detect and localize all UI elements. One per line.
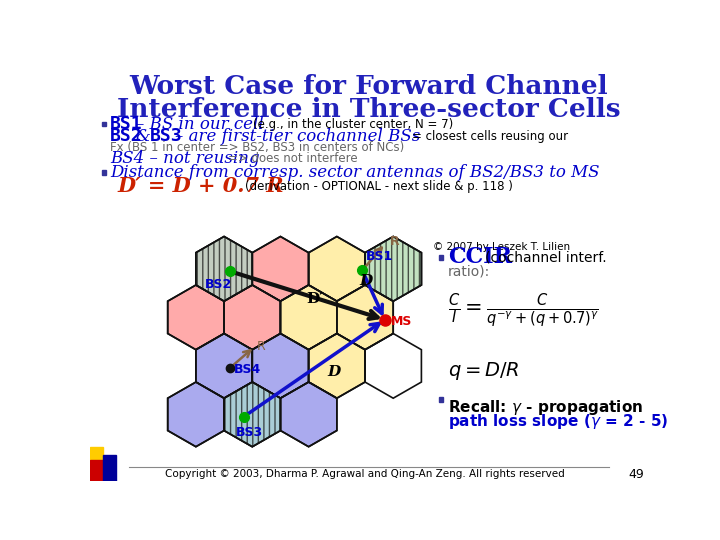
Text: &: &	[136, 128, 156, 145]
Polygon shape	[168, 382, 224, 447]
Polygon shape	[224, 382, 281, 447]
Polygon shape	[224, 382, 281, 447]
Text: BS1: BS1	[110, 115, 143, 133]
Text: BS3: BS3	[150, 127, 182, 145]
Polygon shape	[196, 334, 252, 398]
Polygon shape	[168, 285, 224, 350]
Text: $q = D/R$: $q = D/R$	[448, 360, 519, 382]
Bar	[438, 255, 444, 260]
Text: BS4: BS4	[233, 363, 261, 376]
Text: D′ = D + 0.7 R: D′ = D + 0.7 R	[118, 177, 284, 197]
Text: BS2: BS2	[204, 278, 232, 291]
Text: MS: MS	[391, 315, 413, 328]
Text: BS2: BS2	[110, 127, 143, 145]
Text: D: D	[359, 274, 372, 288]
Text: – are first-tier cochannel BSs: – are first-tier cochannel BSs	[175, 128, 420, 145]
Bar	[90, 460, 103, 481]
Text: (derivation - OPTIONAL - next slide & p. 118 ): (derivation - OPTIONAL - next slide & p.…	[245, 180, 513, 193]
Text: Copyright © 2003, Dharma P. Agrawal and Qing-An Zeng. All rights reserved: Copyright © 2003, Dharma P. Agrawal and …	[166, 469, 565, 480]
Text: – BS in our cell: – BS in our cell	[136, 116, 264, 133]
Bar	[102, 122, 107, 126]
Polygon shape	[196, 237, 252, 301]
Polygon shape	[281, 285, 337, 350]
Text: 49: 49	[629, 468, 644, 481]
Text: path loss slope ($\gamma$ = 2 - 5): path loss slope ($\gamma$ = 2 - 5)	[448, 412, 668, 431]
Polygon shape	[337, 285, 393, 350]
Polygon shape	[252, 334, 309, 398]
Text: © 2007 by Leszek T. Lilien: © 2007 by Leszek T. Lilien	[433, 241, 570, 252]
Bar	[103, 455, 117, 481]
Text: R: R	[390, 235, 400, 248]
Text: Recall: $\gamma$ - propagation: Recall: $\gamma$ - propagation	[448, 398, 643, 417]
Polygon shape	[309, 237, 365, 301]
Text: (e.g., in the cluster center, N = 7): (e.g., in the cluster center, N = 7)	[253, 118, 453, 131]
Text: CCIR: CCIR	[448, 246, 512, 268]
Polygon shape	[365, 237, 421, 301]
Text: BS4 – not reusing: BS4 – not reusing	[110, 150, 260, 167]
Text: ratio):: ratio):	[448, 264, 490, 278]
Text: R: R	[257, 340, 266, 353]
Text: = closest cells reusing our: = closest cells reusing our	[412, 130, 568, 143]
Polygon shape	[365, 237, 421, 301]
Polygon shape	[252, 237, 309, 301]
Polygon shape	[281, 382, 337, 447]
Text: BS1: BS1	[366, 250, 393, 263]
Text: D′: D′	[306, 292, 323, 306]
Bar	[90, 448, 103, 460]
Text: Interference in Three-sector Cells: Interference in Three-sector Cells	[117, 97, 621, 122]
Text: Fx (BS 1 in center => BS2, BS3 in centers of NCs): Fx (BS 1 in center => BS2, BS3 in center…	[110, 141, 405, 154]
Text: => does not interfere: => does not interfere	[228, 152, 358, 165]
Polygon shape	[309, 334, 365, 398]
Text: D: D	[327, 365, 341, 379]
Bar	[102, 170, 107, 175]
Text: (cochannel interf.: (cochannel interf.	[485, 251, 607, 264]
Bar	[438, 397, 444, 402]
Text: Worst Case for Forward Channel: Worst Case for Forward Channel	[130, 74, 608, 99]
Text: $\frac{C}{I} = \frac{C}{q^{-\gamma} + (q+0.7)^{\gamma}}$: $\frac{C}{I} = \frac{C}{q^{-\gamma} + (q…	[448, 292, 599, 330]
Polygon shape	[224, 285, 281, 350]
Text: BS3: BS3	[236, 426, 264, 438]
Text: Distance from corresp. sector antennas of BS2/BS3 to MS: Distance from corresp. sector antennas o…	[110, 164, 600, 181]
Polygon shape	[196, 237, 252, 301]
